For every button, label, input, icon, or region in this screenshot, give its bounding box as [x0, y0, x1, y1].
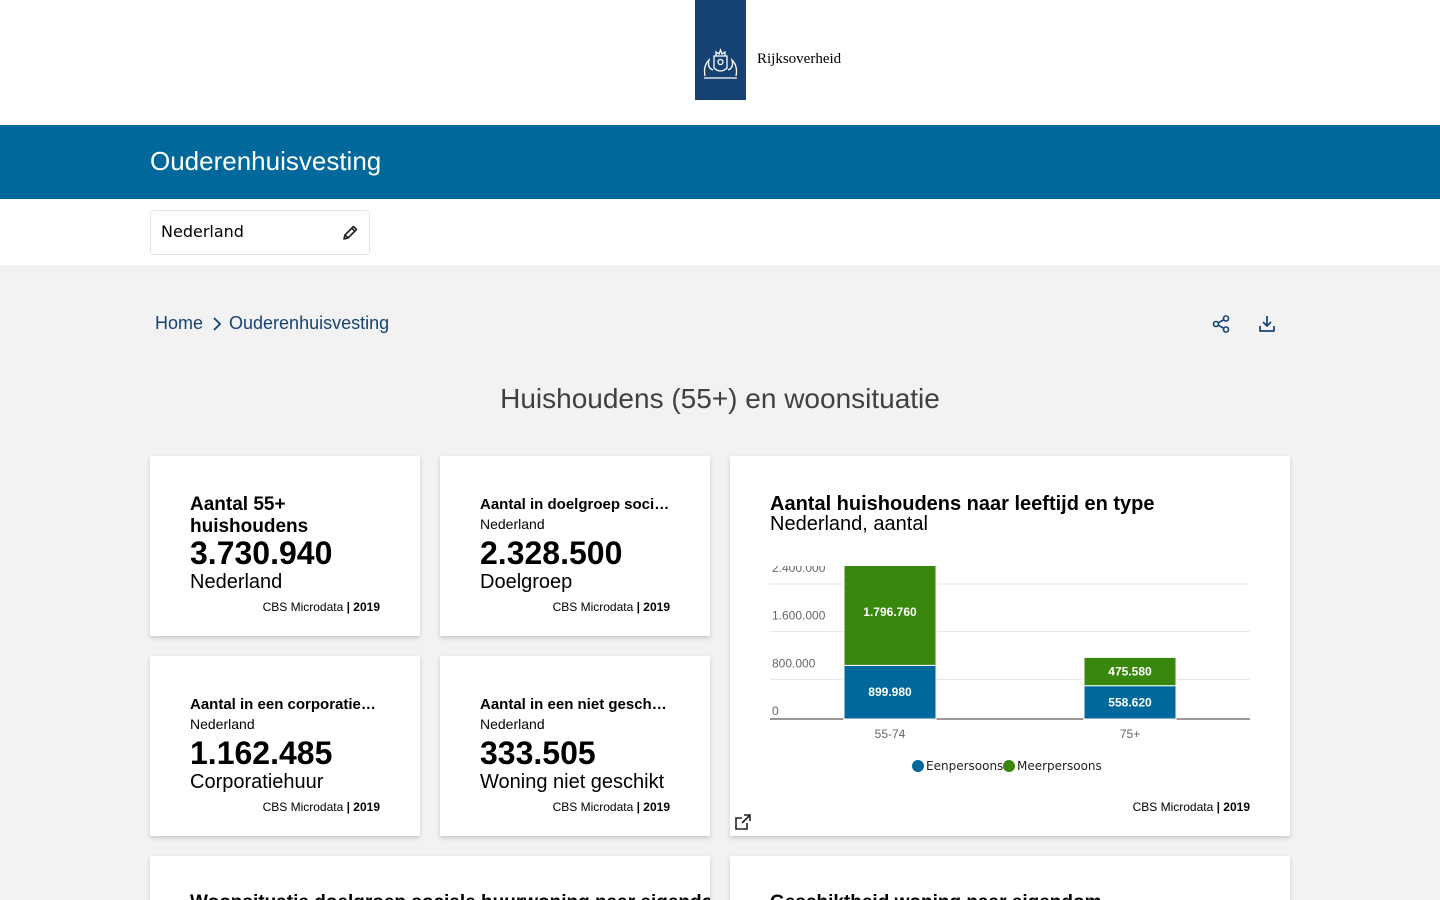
kpi-label: Woning niet geschikt: [480, 771, 664, 794]
kpi-label: Nederland: [190, 571, 282, 594]
legend-marker: [912, 760, 924, 772]
kpi-label: Corporatiehuur: [190, 771, 323, 794]
download-icon[interactable]: [1257, 314, 1277, 334]
kpi-subtitle: Nederland: [480, 716, 545, 732]
kpi-card-target-group: Aantal in doelgroep sociale huurwoning N…: [440, 456, 710, 636]
share-icon[interactable]: [1211, 314, 1231, 334]
kpi-label: Doelgroep: [480, 571, 572, 594]
kpi-value: 1.162.485: [190, 735, 332, 772]
kpi-value: 333.505: [480, 735, 596, 772]
source-name: CBS Microdata: [553, 800, 634, 814]
kpi-value: 3.730.940: [190, 535, 332, 572]
y-tick-label: 2.400.000: [772, 566, 826, 575]
page-heading: Huishoudens (55+) en woonsituatie: [0, 383, 1440, 415]
source-year: | 2019: [347, 800, 380, 814]
rijksoverheid-logo[interactable]: [695, 0, 746, 100]
region-selector[interactable]: Nederland: [150, 210, 370, 255]
bar-data-label: 475.580: [1108, 665, 1152, 679]
legend-marker: [1003, 760, 1015, 772]
kpi-title: Aantal 55+ huishoudens: [190, 494, 390, 538]
stacked-bar-chart: 0 800.000 1.600.000 2.400.000 899.980 1.796.7…: [760, 566, 1260, 776]
kpi-value: 2.328.500: [480, 535, 622, 572]
card-title: Woonsituatie doelgroep sociale huurwonin…: [190, 892, 710, 900]
y-tick-label: 1.600.000: [772, 609, 826, 623]
region-value: Nederland: [161, 222, 244, 241]
chart-source: CBS Microdata | 2019: [1133, 800, 1250, 814]
source-year: | 2019: [637, 800, 670, 814]
bar-data-label: 1.796.760: [863, 605, 917, 619]
kpi-title: Aantal in doelgroep sociale huurwoning: [480, 496, 670, 513]
kpi-subtitle: Nederland: [190, 716, 255, 732]
x-tick-label: 75+: [1120, 727, 1140, 741]
kpi-source: CBS Microdata | 2019: [263, 600, 380, 614]
source-year: | 2019: [1217, 800, 1250, 814]
y-tick-label: 0: [772, 704, 779, 718]
breadcrumb-home-link[interactable]: Home: [155, 313, 203, 334]
app-title: Ouderenhuisvesting: [150, 146, 381, 177]
card-suitability-by-ownership: Geschiktheid woning naar eigendom: [730, 856, 1290, 900]
breadcrumb-current[interactable]: Ouderenhuisvesting: [229, 313, 389, 334]
legend-label: Eenpersoons: [926, 759, 1003, 773]
kpi-card-corporation: Aantal in een corporatiewoning Nederland…: [150, 656, 420, 836]
bar-data-label: 899.980: [868, 685, 912, 699]
y-tick-label: 800.000: [772, 656, 816, 670]
source-year: | 2019: [637, 600, 670, 614]
x-tick-label: 55-74: [875, 727, 906, 741]
kpi-card-unsuitable: Aantal in een niet geschikte woning Nede…: [440, 656, 710, 836]
top-header: Rijksoverheid: [0, 0, 1440, 125]
card-target-group-by-ownership: Woonsituatie doelgroep sociale huurwonin…: [150, 856, 710, 900]
source-name: CBS Microdata: [263, 800, 344, 814]
source-name: CBS Microdata: [1133, 800, 1214, 814]
legend-label: Meerpersoons: [1017, 759, 1102, 773]
source-name: CBS Microdata: [263, 600, 344, 614]
card-title: Geschiktheid woning naar eigendom: [770, 892, 1102, 900]
external-link-icon[interactable]: [734, 813, 752, 831]
coat-of-arms-icon: [695, 0, 746, 100]
kpi-source: CBS Microdata | 2019: [553, 600, 670, 614]
kpi-title: Aantal in een corporatiewoning: [190, 696, 380, 713]
logo-text: Rijksoverheid: [757, 51, 841, 68]
kpi-subtitle: Nederland: [480, 516, 545, 532]
kpi-card-households: Aantal 55+ huishoudens 3.730.940 Nederla…: [150, 456, 420, 636]
kpi-source: CBS Microdata | 2019: [553, 800, 670, 814]
source-name: CBS Microdata: [553, 600, 634, 614]
kpi-source: CBS Microdata | 2019: [263, 800, 380, 814]
chart-card-households: Aantal huishoudens naar leeftijd en type…: [730, 456, 1290, 836]
chevron-right-icon: [209, 316, 225, 332]
bar-data-label: 558.620: [1108, 695, 1152, 709]
breadcrumb: Home Ouderenhuisvesting: [155, 313, 389, 334]
source-year: | 2019: [347, 600, 380, 614]
pencil-icon[interactable]: [340, 223, 360, 243]
kpi-title: Aantal in een niet geschikte woning: [480, 696, 670, 713]
chart-subtitle: Nederland, aantal: [770, 513, 928, 536]
